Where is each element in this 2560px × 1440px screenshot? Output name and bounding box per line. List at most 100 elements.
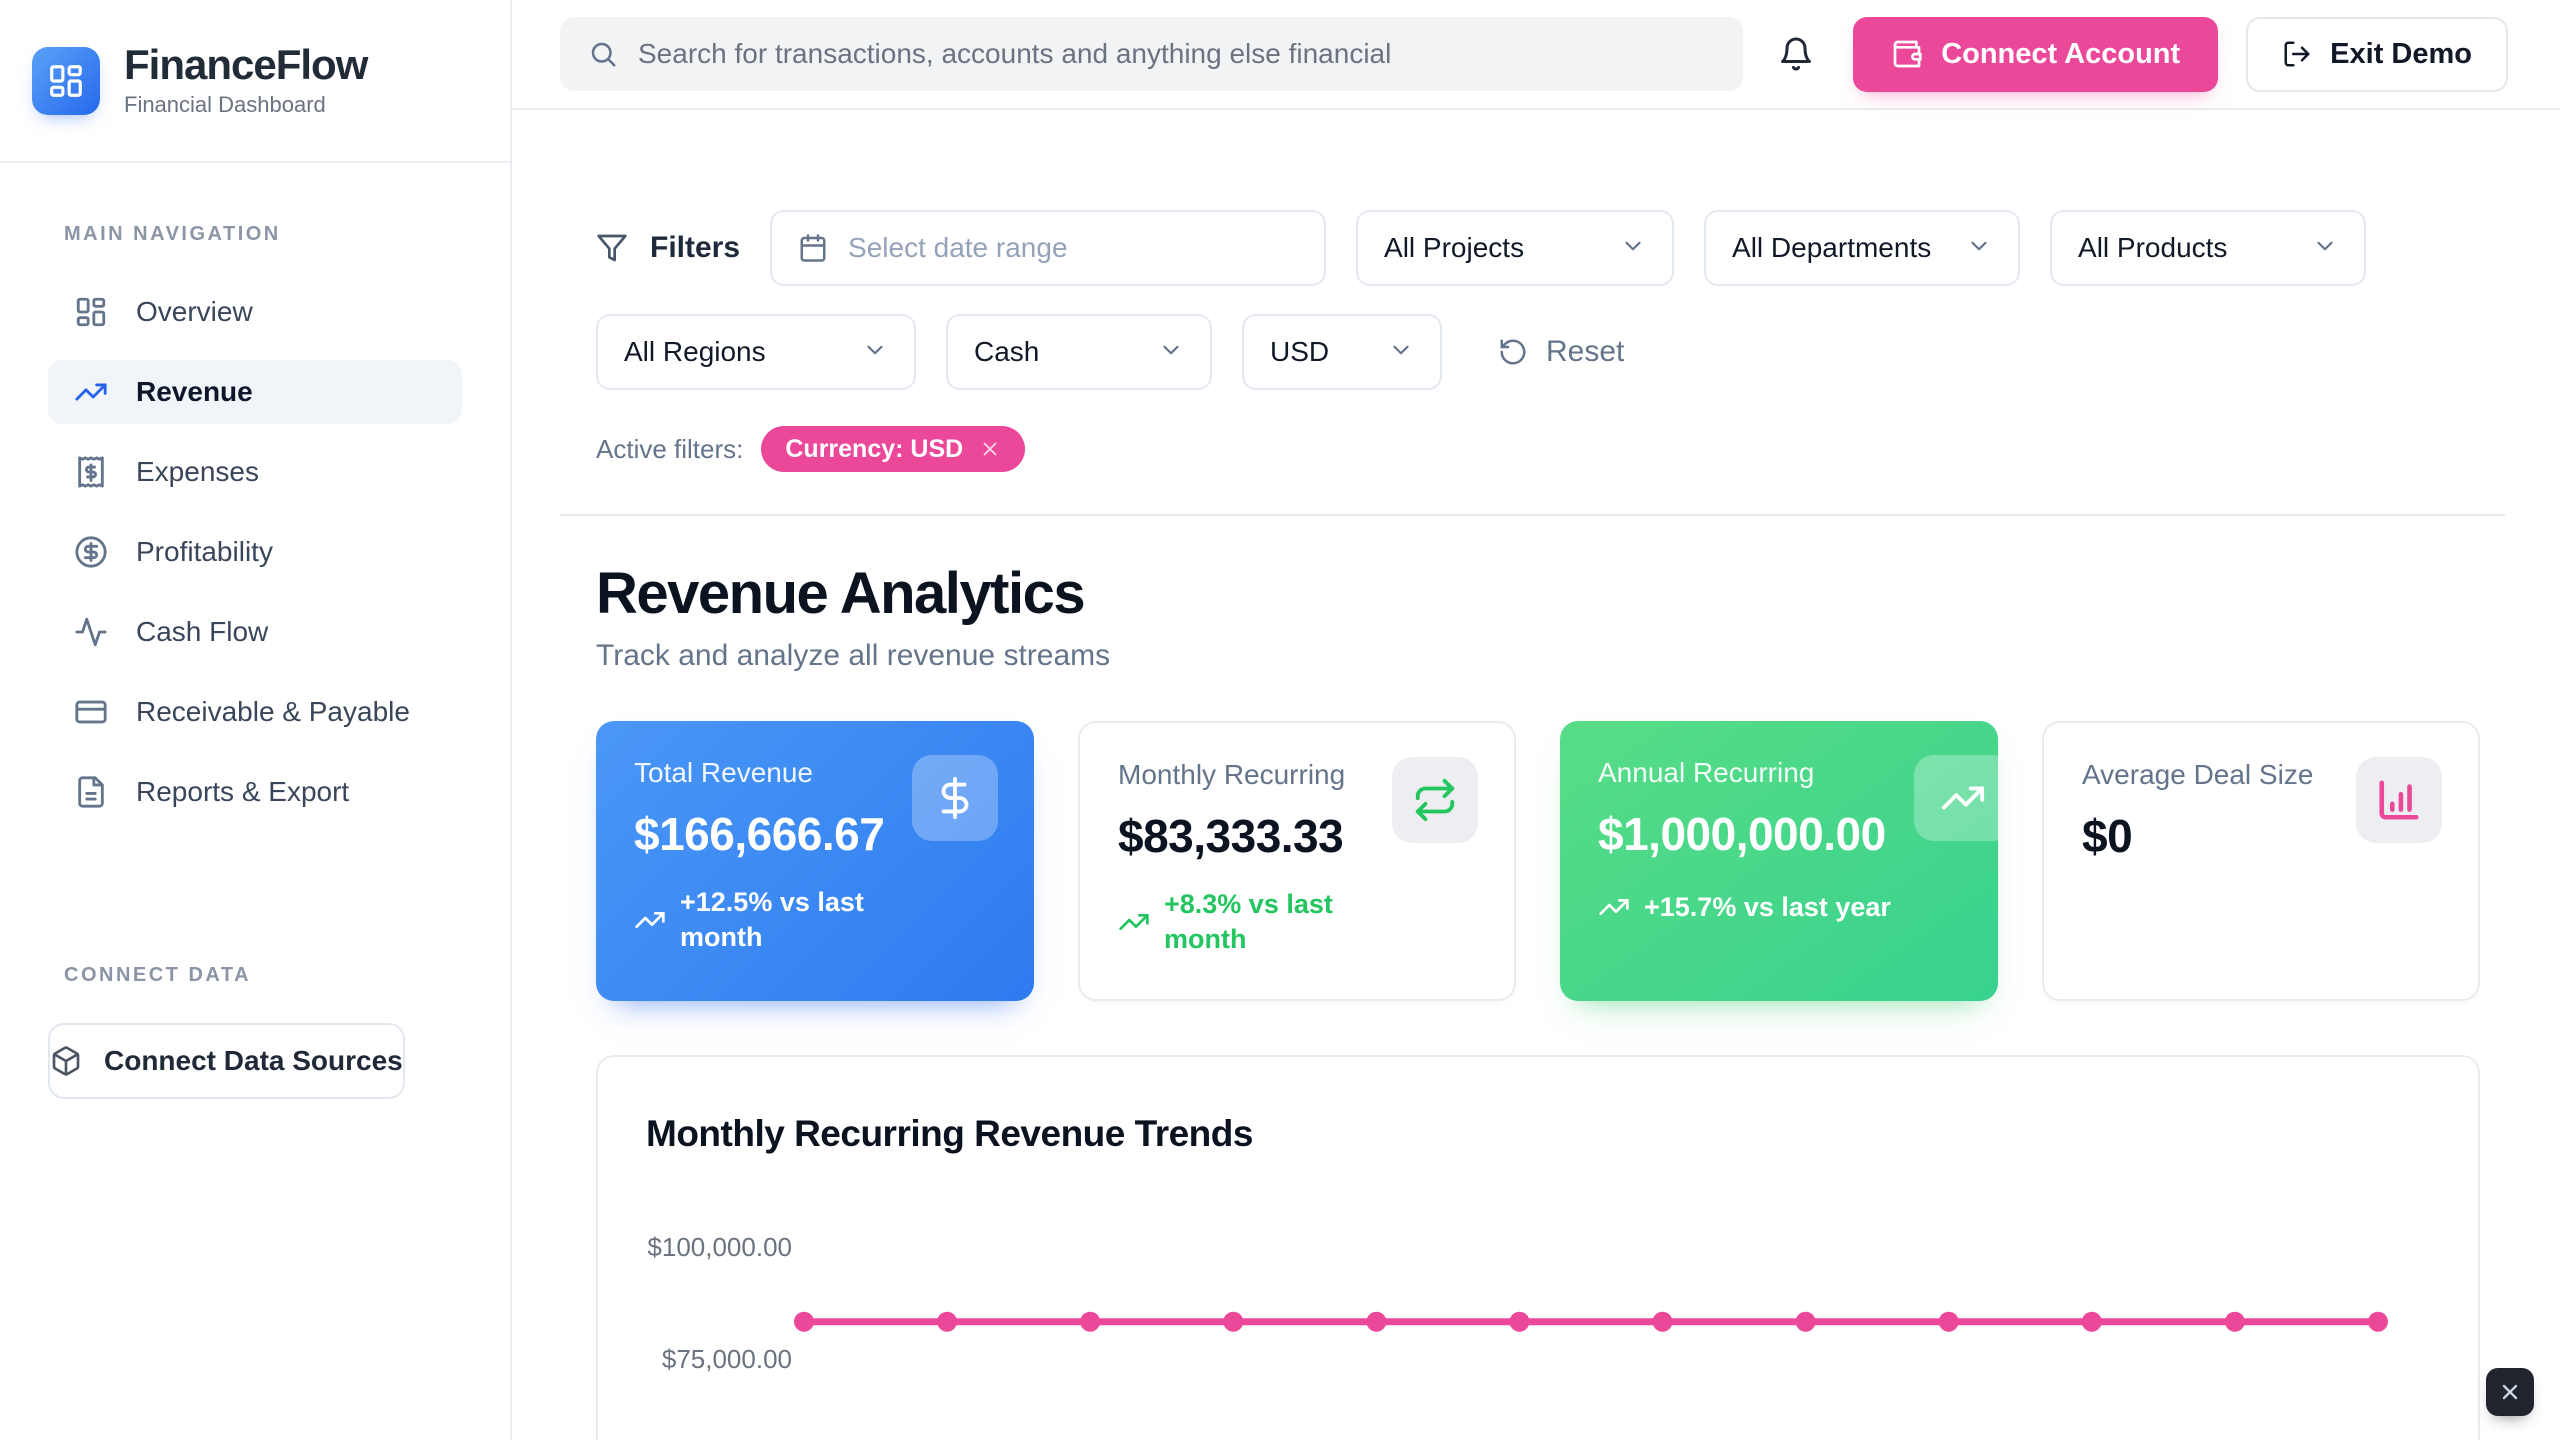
data-point bbox=[1938, 1311, 1959, 1332]
connect-data-sources-button[interactable]: Connect Data Sources bbox=[48, 1023, 405, 1099]
rotate-ccw-icon bbox=[1500, 339, 1526, 365]
search-icon bbox=[591, 42, 616, 67]
funnel-icon bbox=[597, 234, 627, 262]
sidebar-item-revenue[interactable]: Revenue bbox=[48, 360, 462, 424]
reset-label: Reset bbox=[1546, 335, 1625, 368]
trending-up-icon bbox=[635, 912, 665, 929]
app-title: FinanceFlow bbox=[124, 41, 368, 89]
kpi-icon-chip bbox=[1392, 757, 1478, 843]
main-content: Filters All Projects All Departments bbox=[512, 0, 2560, 1440]
bell-icon bbox=[1781, 37, 1812, 71]
layout-dashboard-icon bbox=[50, 64, 82, 97]
page-subtitle: Track and analyze all revenue streams bbox=[596, 639, 1111, 672]
trending-up-icon bbox=[1599, 899, 1629, 915]
search-box bbox=[560, 17, 1744, 91]
data-point bbox=[1509, 1311, 1530, 1332]
kpi-icon-chip bbox=[912, 755, 998, 841]
kpi-card-average-deal-size: Average Deal Size $0 bbox=[2042, 721, 2480, 1001]
products-select[interactable]: All Products bbox=[2050, 210, 2367, 286]
sidebar-item-label: Overview bbox=[136, 296, 253, 327]
credit-card-icon bbox=[75, 700, 107, 724]
y-axis-tick-label: $75,000.00 bbox=[661, 1344, 792, 1374]
kpi-card-monthly-recurring: Monthly Recurring $83,333.33 +8.3% vs la… bbox=[1078, 721, 1516, 1001]
page-title: Revenue Analytics bbox=[596, 561, 1086, 626]
data-point bbox=[794, 1311, 814, 1332]
data-point bbox=[1366, 1311, 1387, 1332]
regions-select[interactable]: All Regions bbox=[596, 314, 916, 390]
chevron-down-icon bbox=[862, 337, 888, 368]
projects-select[interactable]: All Projects bbox=[1356, 210, 1675, 286]
account-type-select[interactable]: Cash bbox=[946, 314, 1212, 390]
repeat-icon bbox=[1415, 778, 1455, 822]
top-bar: Connect Account Exit Demo bbox=[512, 0, 2560, 110]
sidebar-item-profitability[interactable]: Profitability bbox=[48, 520, 462, 584]
sidebar-item-cash-flow[interactable]: Cash Flow bbox=[48, 600, 462, 664]
y-axis-tick-label: $100,000.00 bbox=[647, 1232, 792, 1262]
data-point bbox=[1223, 1311, 1244, 1332]
kpi-trend: +15.7% vs last year bbox=[1644, 891, 1891, 922]
data-point bbox=[1080, 1311, 1101, 1332]
currency-select[interactable]: USD bbox=[1242, 314, 1442, 390]
filters-title: Filters bbox=[596, 231, 740, 265]
connect-account-button[interactable]: Connect Account bbox=[1853, 16, 2219, 92]
chevron-down-icon bbox=[1620, 233, 1646, 264]
active-filter-chip[interactable]: Currency: USD bbox=[761, 426, 1026, 472]
brand: FinanceFlow Financial Dashboard bbox=[0, 0, 510, 163]
kpi-value: $166,666.67 bbox=[634, 808, 885, 860]
exit-demo-label: Exit Demo bbox=[2330, 37, 2472, 70]
connect-account-label: Connect Account bbox=[1941, 37, 2181, 70]
filters-bar: Filters All Projects All Departments bbox=[560, 210, 2505, 516]
circle-dollar-icon bbox=[75, 536, 107, 568]
kpi-grid: Total Revenue $166,666.67 +12.5% vs last… bbox=[596, 721, 2480, 1001]
cube-icon bbox=[52, 1046, 80, 1076]
kpi-trend: +8.3% vs last month bbox=[1164, 889, 1333, 955]
kpi-value: $83,333.33 bbox=[1118, 810, 1344, 862]
activity-icon bbox=[75, 617, 107, 647]
active-filters-row: Active filters: Currency: USD bbox=[596, 426, 2480, 472]
search-input[interactable] bbox=[638, 38, 1716, 70]
kpi-card-annual-recurring: Annual Recurring $1,000,000.00 +15.7% vs… bbox=[1560, 721, 1998, 1001]
kpi-icon-chip bbox=[1914, 755, 1998, 841]
sidebar-item-label: Reports & Export bbox=[136, 776, 350, 807]
data-point bbox=[2224, 1311, 2245, 1332]
reset-filters-button[interactable]: Reset bbox=[1498, 335, 1624, 369]
wallet-icon bbox=[1893, 40, 1922, 68]
sidebar-item-receivable-payable[interactable]: Receivable & Payable bbox=[48, 680, 462, 744]
sidebar-item-expenses[interactable]: Expenses bbox=[48, 440, 462, 504]
trending-up-icon bbox=[75, 383, 107, 401]
chevron-down-icon bbox=[1966, 233, 1992, 264]
sidebar-item-label: Expenses bbox=[136, 456, 259, 487]
data-point bbox=[1652, 1311, 1673, 1332]
close-widget-button[interactable] bbox=[2486, 1368, 2534, 1416]
departments-select[interactable]: All Departments bbox=[1704, 210, 2021, 286]
remove-filter-icon[interactable] bbox=[979, 438, 1001, 460]
kpi-card-total-revenue: Total Revenue $166,666.67 +12.5% vs last… bbox=[596, 721, 1034, 1001]
sidebar-item-label: Receivable & Payable bbox=[136, 696, 410, 727]
sidebar-item-reports-export[interactable]: Reports & Export bbox=[48, 760, 462, 824]
connect-data-section-label: CONNECT DATA bbox=[64, 964, 252, 986]
bar-chart-icon bbox=[2379, 780, 2419, 820]
close-icon bbox=[2502, 1384, 2518, 1400]
kpi-icon-chip bbox=[2356, 757, 2442, 843]
connect-data-sources-label: Connect Data Sources bbox=[104, 1045, 403, 1076]
date-range-input[interactable] bbox=[848, 232, 1299, 264]
kpi-value: $1,000,000.00 bbox=[1598, 808, 1886, 860]
exit-demo-button[interactable]: Exit Demo bbox=[2246, 16, 2508, 92]
mrr-trends-chart-card: Monthly Recurring Revenue Trends $100,00… bbox=[596, 1055, 2480, 1440]
app-subtitle: Financial Dashboard bbox=[124, 91, 326, 117]
kpi-title: Monthly Recurring bbox=[1118, 759, 1346, 790]
date-range-field[interactable] bbox=[770, 210, 1327, 286]
data-point bbox=[2368, 1311, 2388, 1332]
sidebar: FinanceFlow Financial Dashboard MAIN NAV… bbox=[0, 0, 512, 1440]
sidebar-item-label: Revenue bbox=[136, 376, 253, 407]
main-navigation: Overview Revenue Expenses Profitability bbox=[0, 280, 510, 824]
notifications-button[interactable] bbox=[1773, 31, 1819, 77]
sidebar-item-overview[interactable]: Overview bbox=[48, 280, 462, 344]
data-point bbox=[937, 1311, 958, 1332]
dollar-sign-icon bbox=[941, 776, 969, 820]
kpi-trend: +12.5% vs last month bbox=[680, 887, 864, 953]
data-point bbox=[1795, 1311, 1816, 1332]
layout-dashboard-icon bbox=[76, 297, 106, 327]
data-point bbox=[2081, 1311, 2102, 1332]
calendar-icon bbox=[800, 234, 826, 262]
